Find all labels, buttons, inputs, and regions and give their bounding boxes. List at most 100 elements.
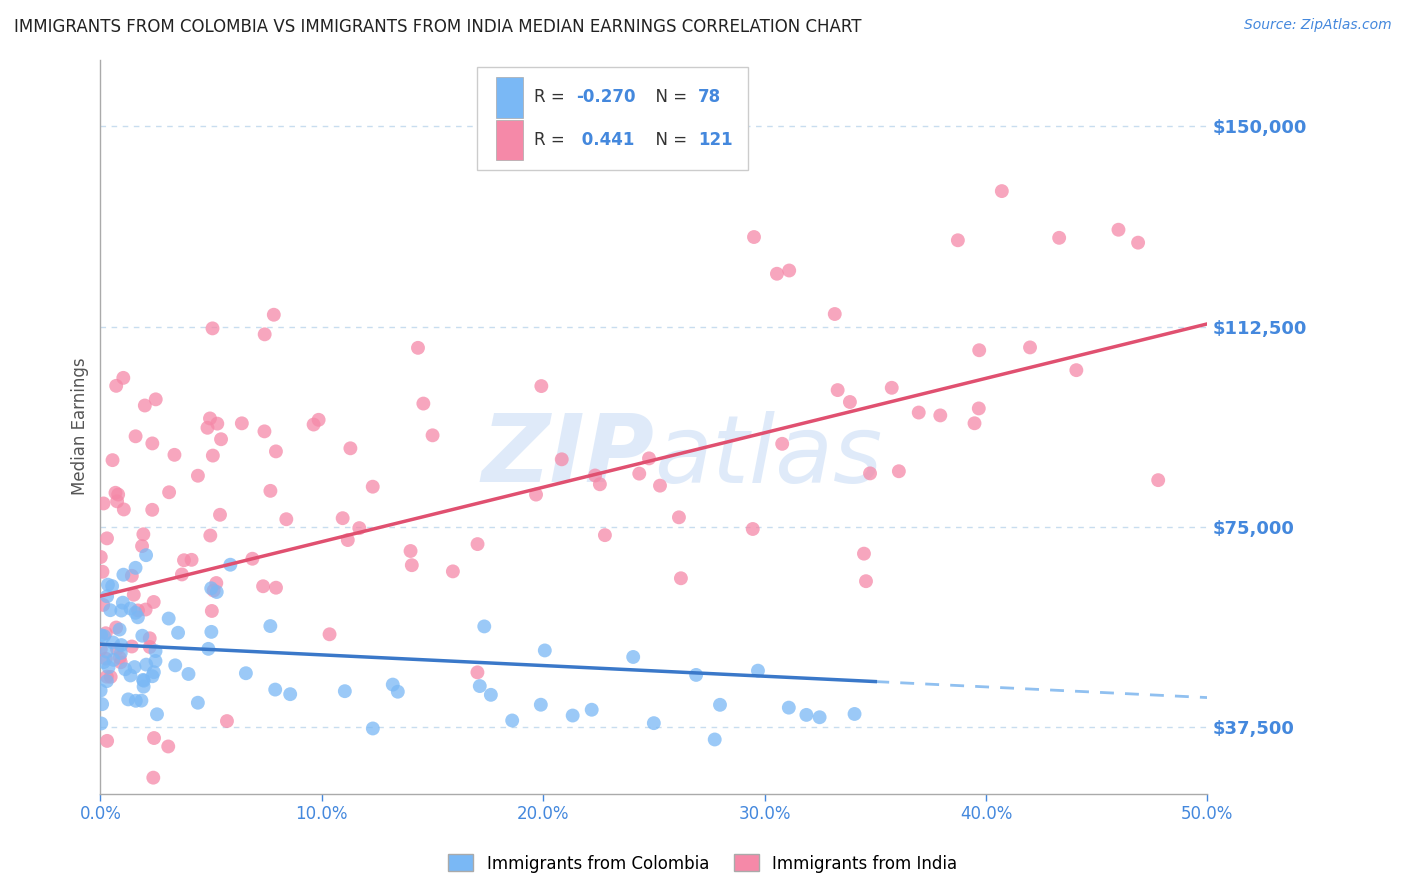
Point	[132, 673, 155, 687]
Point	[157, 485, 180, 500]
Point	[648, 478, 671, 492]
Point	[1047, 231, 1070, 245]
Point	[201, 321, 224, 335]
Point	[135, 548, 157, 562]
Point	[302, 417, 325, 432]
Point	[967, 343, 990, 358]
Point	[117, 692, 139, 706]
Point	[967, 401, 990, 416]
Point	[101, 635, 124, 649]
Point	[387, 684, 409, 698]
Point	[105, 642, 128, 657]
Point	[205, 576, 228, 591]
Point	[131, 539, 153, 553]
Point	[339, 442, 361, 456]
Point	[468, 679, 491, 693]
Point	[170, 567, 193, 582]
Point	[120, 668, 142, 682]
Point	[142, 595, 165, 609]
Text: R =: R =	[534, 88, 571, 106]
Point	[134, 399, 156, 413]
Point	[110, 646, 132, 660]
Point	[90, 716, 112, 731]
Point	[91, 598, 114, 612]
Point	[336, 533, 359, 547]
Point	[187, 696, 209, 710]
Point	[125, 694, 148, 708]
Point	[91, 565, 114, 579]
Point	[1107, 223, 1129, 237]
Point	[929, 409, 952, 423]
Point	[107, 487, 129, 501]
Point	[145, 392, 167, 407]
Text: R =: R =	[534, 131, 575, 149]
Point	[108, 623, 131, 637]
Point	[332, 511, 354, 525]
Point	[501, 714, 523, 728]
Point	[97, 660, 120, 674]
Point	[581, 703, 603, 717]
Point	[533, 643, 555, 657]
Point	[139, 640, 162, 654]
Point	[90, 549, 112, 564]
Point	[209, 432, 232, 446]
Point	[91, 697, 114, 711]
Point	[135, 602, 157, 616]
Point	[709, 698, 731, 712]
Point	[264, 444, 287, 458]
Point	[142, 665, 165, 680]
Point	[253, 327, 276, 342]
Point	[157, 739, 180, 754]
Point	[252, 579, 274, 593]
Point	[278, 687, 301, 701]
Point	[253, 425, 276, 439]
Point	[127, 610, 149, 624]
Point	[907, 405, 929, 419]
Point	[200, 582, 222, 596]
Point	[838, 395, 860, 409]
Point	[104, 485, 127, 500]
Point	[219, 558, 242, 572]
Point	[163, 448, 186, 462]
Point	[141, 503, 163, 517]
Point	[530, 379, 553, 393]
Point	[381, 677, 404, 691]
Point	[308, 413, 330, 427]
FancyBboxPatch shape	[477, 67, 748, 169]
Point	[93, 496, 115, 510]
Point	[138, 632, 160, 646]
Point	[844, 706, 866, 721]
Point	[157, 611, 180, 625]
Point	[778, 700, 800, 714]
Point	[778, 263, 800, 277]
Point	[205, 585, 228, 599]
Point	[94, 651, 117, 665]
Point	[105, 379, 128, 393]
Point	[100, 670, 122, 684]
Point	[859, 467, 882, 481]
Point	[669, 571, 692, 585]
Point	[101, 579, 124, 593]
Point	[96, 590, 118, 604]
Point	[770, 437, 793, 451]
Point	[120, 601, 142, 615]
Point	[643, 716, 665, 731]
Point	[101, 453, 124, 467]
Point	[946, 233, 969, 247]
Point	[121, 640, 143, 654]
Point	[96, 644, 118, 658]
Point	[187, 468, 209, 483]
Text: ZIP: ZIP	[481, 410, 654, 502]
Text: IMMIGRANTS FROM COLOMBIA VS IMMIGRANTS FROM INDIA MEDIAN EARNINGS CORRELATION CH: IMMIGRANTS FROM COLOMBIA VS IMMIGRANTS F…	[14, 18, 862, 36]
Point	[96, 734, 118, 748]
Point	[135, 657, 157, 672]
Point	[412, 396, 434, 410]
Point	[263, 308, 285, 322]
Point	[145, 644, 167, 658]
Point	[991, 184, 1014, 198]
Point	[132, 680, 155, 694]
Point	[200, 528, 222, 542]
Text: 78: 78	[699, 88, 721, 106]
Point	[467, 665, 489, 680]
Point	[621, 650, 644, 665]
